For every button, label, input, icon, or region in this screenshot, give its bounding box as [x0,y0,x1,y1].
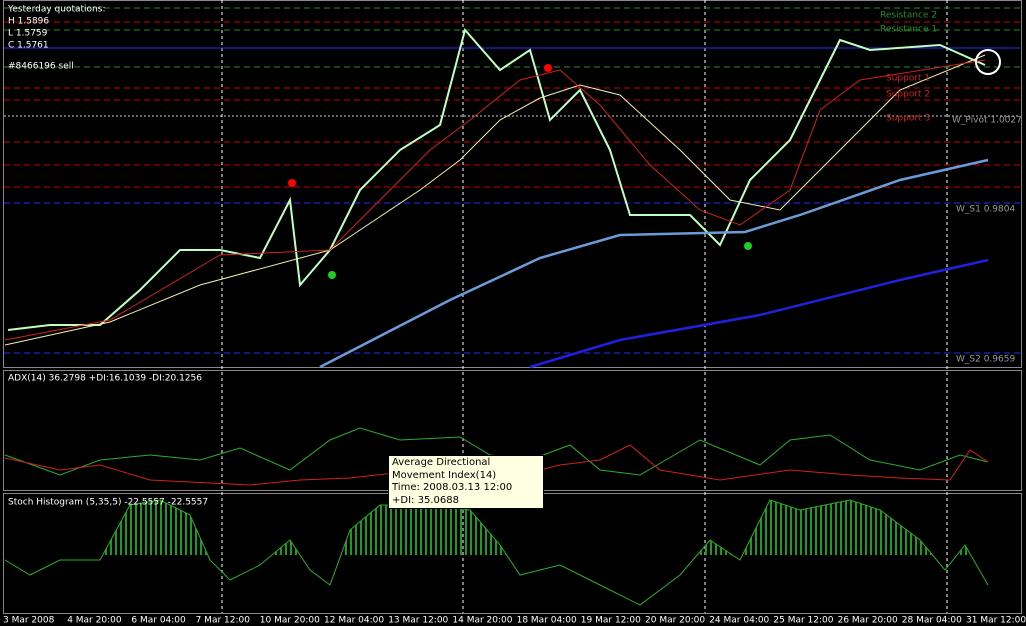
support-3: Support 3 [886,114,930,124]
level-lines [4,7,1020,354]
price-lines [4,27,989,369]
time-label: 20 Mar 20:00 [645,616,705,626]
time-label: 18 Mar 04:00 [517,616,577,626]
time-label: 4 Mar 20:00 [67,616,122,626]
support-1: Support 1 [886,74,930,84]
time-label: 6 Mar 04:00 [131,616,186,626]
quotes-title: Yesterday quotations: [7,5,105,15]
s2: W_S2 0.9659 [956,355,1015,365]
tooltip: Average Directional Movement Index(14) T… [388,455,544,509]
time-label: 10 Mar 20:00 [260,616,320,626]
time-label: 7 Mar 12:00 [196,616,251,626]
time-label: 13 Mar 12:00 [388,616,448,626]
signals [288,49,1001,279]
time-label: 25 Mar 12:00 [773,616,833,626]
time-label: 19 Mar 12:00 [581,616,641,626]
stoch-label: Stoch Histogram (5,35,5) -22.5557 -22.55… [8,498,208,508]
adx-label: ADX(14) 36.2798 +DI:16.1039 -DI:20.1256 [8,374,202,384]
pivot: W_Pivot 1.0027 [952,116,1022,126]
time-label: 14 Mar 20:00 [452,616,512,626]
time-label: 24 Mar 04:00 [709,616,769,626]
tooltip-value: +DI: 35.0688 [392,494,459,506]
s1: W_S1 0.9804 [956,205,1015,215]
time-label: 31 Mar 12:00 [966,616,1026,626]
resistance-1: Resistance 1 [880,25,937,35]
support-2: Support 2 [886,90,930,100]
time-label: 26 Mar 20:00 [838,616,898,626]
resistance-2: Resistance 2 [880,11,937,21]
time-label: 3 Mar 2008 [3,616,55,626]
low: L 1.5759 [8,29,48,39]
time-label: 12 Mar 04:00 [324,616,384,626]
time-label: 28 Mar 04:00 [902,616,962,626]
tooltip-time: Time: 2008.03.13 12:00 [392,482,513,493]
close: C 1.5761 [8,41,49,51]
stoch-histogram [4,499,989,606]
high: H 1.5896 [8,17,49,27]
order: #8466196 sell [8,62,74,72]
tooltip-title: Average Directional Movement Index(14) [392,457,497,481]
